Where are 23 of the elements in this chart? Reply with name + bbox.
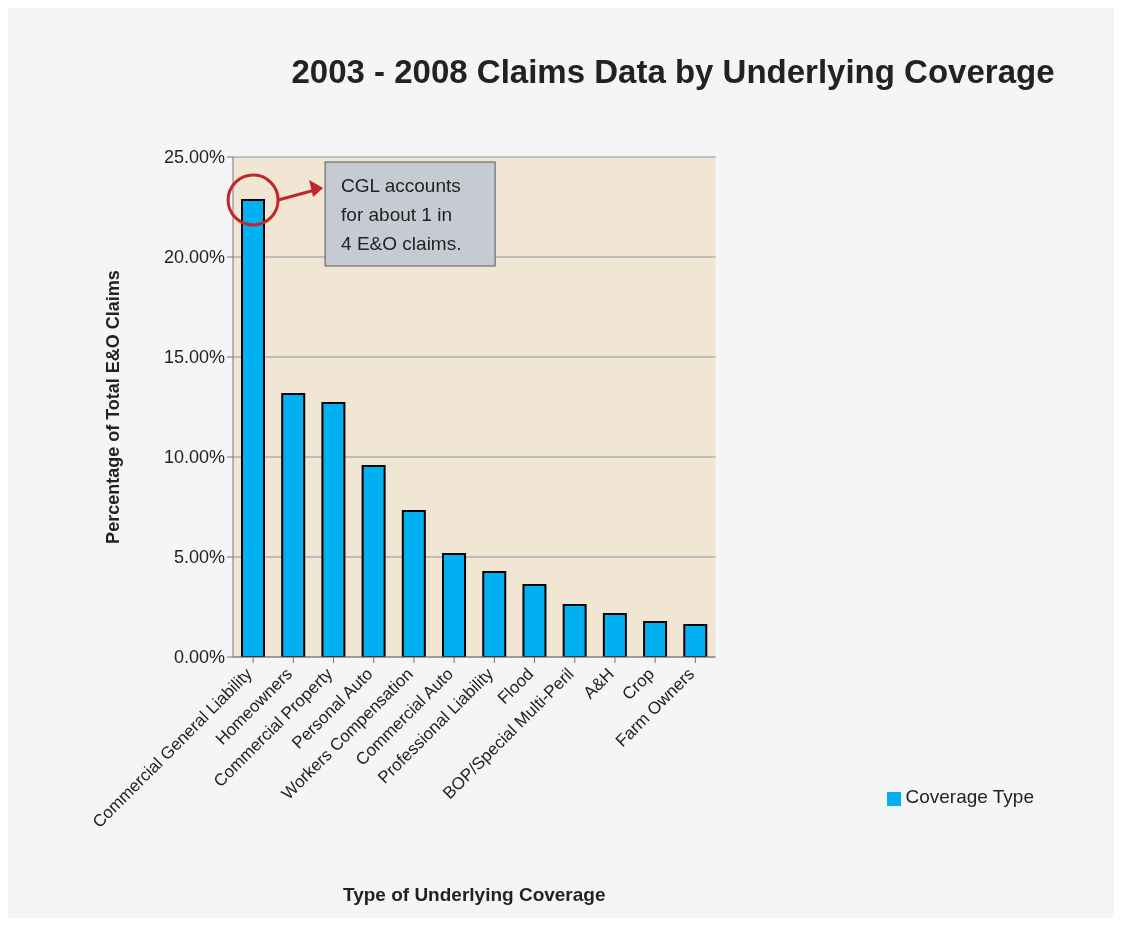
y-tick-label: 15.00% <box>163 347 225 368</box>
bar <box>562 604 587 657</box>
x-axis-title: Type of Underlying Coverage <box>342 884 606 905</box>
y-tick-label: 10.00% <box>163 447 225 468</box>
bar <box>361 465 386 657</box>
y-tick-label: 25.00% <box>163 147 225 168</box>
y-tick-label: 0.00% <box>173 647 225 668</box>
bar <box>482 571 507 657</box>
y-tick-label: 20.00% <box>163 247 225 268</box>
bar <box>602 613 627 657</box>
chart-title: 2003 - 2008 Claims Data by Underlying Coverage <box>290 53 1056 91</box>
bar <box>281 393 306 657</box>
legend-label: Coverage Type <box>905 786 1034 807</box>
bar <box>321 402 346 657</box>
bar <box>442 553 467 657</box>
bar <box>643 621 668 657</box>
y-tick-label: 5.00% <box>173 547 225 568</box>
bar <box>522 584 547 657</box>
bar <box>241 199 265 657</box>
annotation: CGL accounts for about 1 in 4 E&O claims. <box>341 175 462 254</box>
y-axis-title: Percentage of Total E&O Claims <box>103 270 124 544</box>
bar <box>401 510 426 657</box>
bar <box>683 624 708 657</box>
